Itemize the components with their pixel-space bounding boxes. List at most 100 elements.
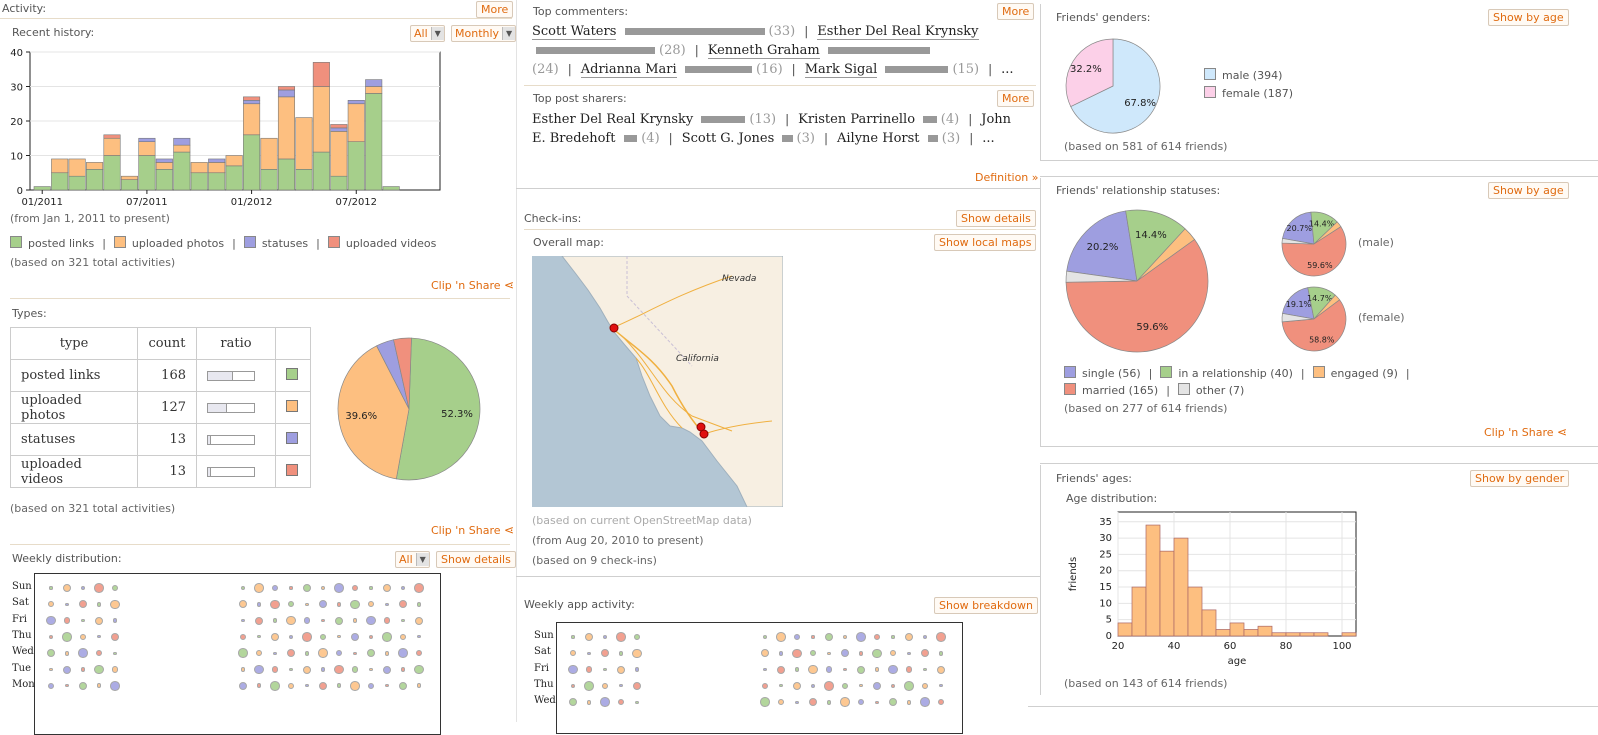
activity-bubble [111, 584, 119, 592]
activity-bubble [351, 632, 359, 641]
table-header-row: type count ratio [10, 327, 311, 360]
checkin-marker[interactable] [609, 323, 619, 333]
list-separator: | [694, 43, 699, 57]
color-swatch [286, 463, 298, 476]
clip-share-link[interactable]: Clip 'n Share ⋖ [1484, 425, 1567, 439]
activity-bubble [270, 599, 280, 610]
activity-bubble [273, 651, 277, 655]
checkin-marker[interactable] [699, 429, 709, 439]
histogram-bar [1229, 622, 1245, 637]
person-name: Adrianna Mari [580, 62, 677, 78]
column-header-ratio: ratio [196, 327, 276, 360]
clip-share-link[interactable]: Clip 'n Share ⋖ [431, 523, 514, 537]
bar-segment [120, 175, 138, 180]
histogram-bar [1159, 550, 1175, 637]
social-column: Top commenters: More Scott Waters (33) | E… [516, 0, 1040, 734]
pie-slice [1282, 211, 1315, 245]
activity-bubble [334, 583, 344, 593]
histogram-bar [1173, 537, 1189, 637]
activity-bar [684, 66, 752, 73]
activity-bubble [287, 682, 295, 689]
day-label: Wed [534, 695, 556, 707]
recent-filter-dropdown[interactable]: All ▼ [410, 25, 445, 42]
activity-bubble [352, 618, 358, 623]
gender-legend-male: male (394) [1204, 68, 1282, 82]
pie-label: 14.7% [1307, 294, 1333, 303]
list-separator: | [968, 112, 973, 126]
panel-border [1040, 160, 1598, 161]
activity-bubble [47, 649, 55, 658]
relationships-show-by-age-button[interactable]: Show by age [1488, 182, 1569, 199]
pie-slice [1281, 226, 1347, 277]
clip-share-link[interactable]: Clip 'n Share ⋖ [431, 278, 514, 292]
checkins-based-note: (based on 9 check-ins) [532, 554, 657, 567]
activity-bubble [270, 681, 280, 691]
bar-segment [347, 141, 365, 191]
friends-ages-label: Friends' ages: [1056, 472, 1133, 485]
day-label: Fri [12, 613, 27, 625]
recent-period-dropdown[interactable]: Monthly ▼ [451, 25, 517, 42]
bar-segment [103, 137, 121, 156]
checkins-details-button[interactable]: Show details [956, 210, 1036, 227]
activity-bubble [811, 635, 815, 639]
activity-bubble [47, 682, 55, 689]
activity-bubble [47, 601, 55, 608]
person-count: (4) [940, 112, 960, 127]
ratio-bar [207, 402, 255, 413]
y-tick-label: 5 [1106, 615, 1112, 626]
pie-label: 67.8% [1124, 98, 1156, 109]
y-tick-label: 15 [1099, 582, 1112, 593]
bar-segment [190, 172, 208, 191]
activity-bubble [319, 600, 327, 609]
activity-bubble [843, 668, 847, 672]
color-swatch [286, 367, 298, 380]
sharers-more-button[interactable]: More [997, 90, 1035, 107]
activity-bubble [921, 649, 929, 658]
legend-item: uploaded photos [113, 236, 224, 250]
weekly-details-button[interactable]: Show details [436, 551, 516, 568]
histogram-bar [1243, 629, 1259, 637]
activity-bubble [585, 633, 593, 641]
activity-bubble [254, 664, 264, 675]
genders-show-by-age-button[interactable]: Show by age [1488, 9, 1569, 26]
divider [524, 229, 1036, 230]
activity-column: Activity: More Recent history: All ▼ Mont… [0, 0, 517, 735]
list-separator: | [785, 112, 790, 126]
activity-bubble [904, 681, 914, 691]
activity-more-button[interactable]: More [476, 1, 514, 18]
activity-bubble [302, 632, 312, 642]
activity-bubble [795, 700, 799, 704]
activity-bubble [241, 619, 245, 623]
bar-segment [68, 175, 86, 191]
bar-segment [138, 141, 156, 156]
activity-bubble [905, 666, 913, 673]
activity-bubble [400, 667, 406, 672]
bar-segment [208, 162, 226, 174]
local-maps-button[interactable]: Show local maps [934, 234, 1037, 251]
pie-slice [395, 337, 481, 481]
pie-label: 20.7% [1287, 224, 1313, 233]
legend-swatch [113, 236, 126, 248]
activity-bubble [793, 633, 801, 641]
activity-bubble [938, 650, 944, 656]
divider [516, 576, 1040, 577]
histogram-bar [1285, 632, 1301, 637]
type-cell: posted links [10, 359, 138, 392]
bar-segment [295, 169, 313, 191]
list-separator: | [668, 131, 673, 145]
pie-slice [1066, 210, 1138, 282]
activity-bubble [399, 600, 407, 609]
activity-bubble [287, 649, 295, 658]
activity-bubble [320, 667, 326, 672]
activity-bubble [809, 698, 817, 707]
legend-label: statuses [261, 237, 309, 250]
person-name: Esther Del Real Krynsky [817, 24, 979, 40]
ages-show-by-gender-button[interactable]: Show by gender [1470, 470, 1570, 487]
commenters-more-button[interactable]: More [997, 3, 1035, 20]
y-tick-label: 20 [10, 117, 23, 128]
checkins-map[interactable]: Nevada California [532, 256, 783, 507]
show-breakdown-button[interactable]: Show breakdown [934, 597, 1038, 614]
activity-bubble [286, 615, 296, 626]
definition-link[interactable]: Definition » [975, 171, 1039, 184]
weekly-filter-dropdown[interactable]: All ▼ [395, 551, 430, 568]
